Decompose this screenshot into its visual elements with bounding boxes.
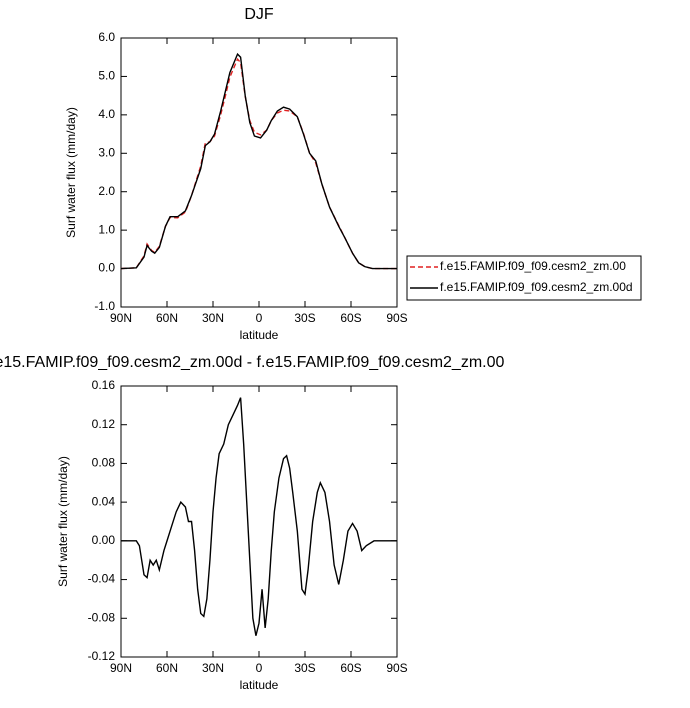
x-tick-label: 60N [156,311,178,325]
y-tick-label: 2.0 [98,184,115,198]
y-tick-label: -0.12 [88,649,116,663]
legend-box [406,255,642,301]
series-line [121,397,397,636]
y-axis-label: Surf water flux (mm/day) [56,456,70,587]
y-tick-label: 5.0 [98,69,115,83]
x-tick-label: 0 [256,661,263,675]
y-tick-label: -1.0 [94,299,115,313]
y-tick-label: 0.16 [92,378,116,392]
x-axis-label: latitude [240,328,279,342]
x-tick-label: 60N [156,661,178,675]
y-axis-label: Surf water flux (mm/day) [64,107,78,238]
x-tick-label: 30N [202,311,224,325]
y-tick-label: 0.04 [92,494,116,508]
x-tick-label: 60S [340,311,361,325]
x-tick-label: 90N [110,661,132,675]
chart-title: DJF [244,6,274,23]
x-tick-label: 0 [256,311,263,325]
y-tick-label: -0.04 [88,572,116,586]
chart-title: f.e15.FAMIP.f09_f09.cesm2_zm.00d - f.e15… [0,354,505,371]
y-tick-label: 0.0 [98,261,115,275]
plot-frame [120,37,398,308]
x-tick-label: 30N [202,661,224,675]
y-tick-label: 1.0 [98,222,115,236]
y-tick-label: 6.0 [98,30,115,44]
x-tick-label: 90S [386,661,407,675]
x-tick-label: 30S [294,311,315,325]
series-line [120,52,397,270]
y-tick-label: 3.0 [98,145,115,159]
y-tick-label: 0.08 [92,456,116,470]
x-tick-label: 90N [110,311,132,325]
y-tick-label: 4.0 [98,107,115,121]
x-axis-label: latitude [240,678,279,692]
legend-label: f.e15.FAMIP.f09_f09.cesm2_zm.00 [440,259,626,273]
y-tick-label: 0.12 [92,417,116,431]
x-tick-label: 90S [386,311,407,325]
x-tick-label: 60S [340,661,361,675]
plot-frame [120,385,398,658]
x-tick-label: 30S [294,661,315,675]
y-tick-label: 0.00 [92,533,116,547]
legend-label: f.e15.FAMIP.f09_f09.cesm2_zm.00d [440,280,633,294]
y-tick-label: -0.08 [88,610,116,624]
